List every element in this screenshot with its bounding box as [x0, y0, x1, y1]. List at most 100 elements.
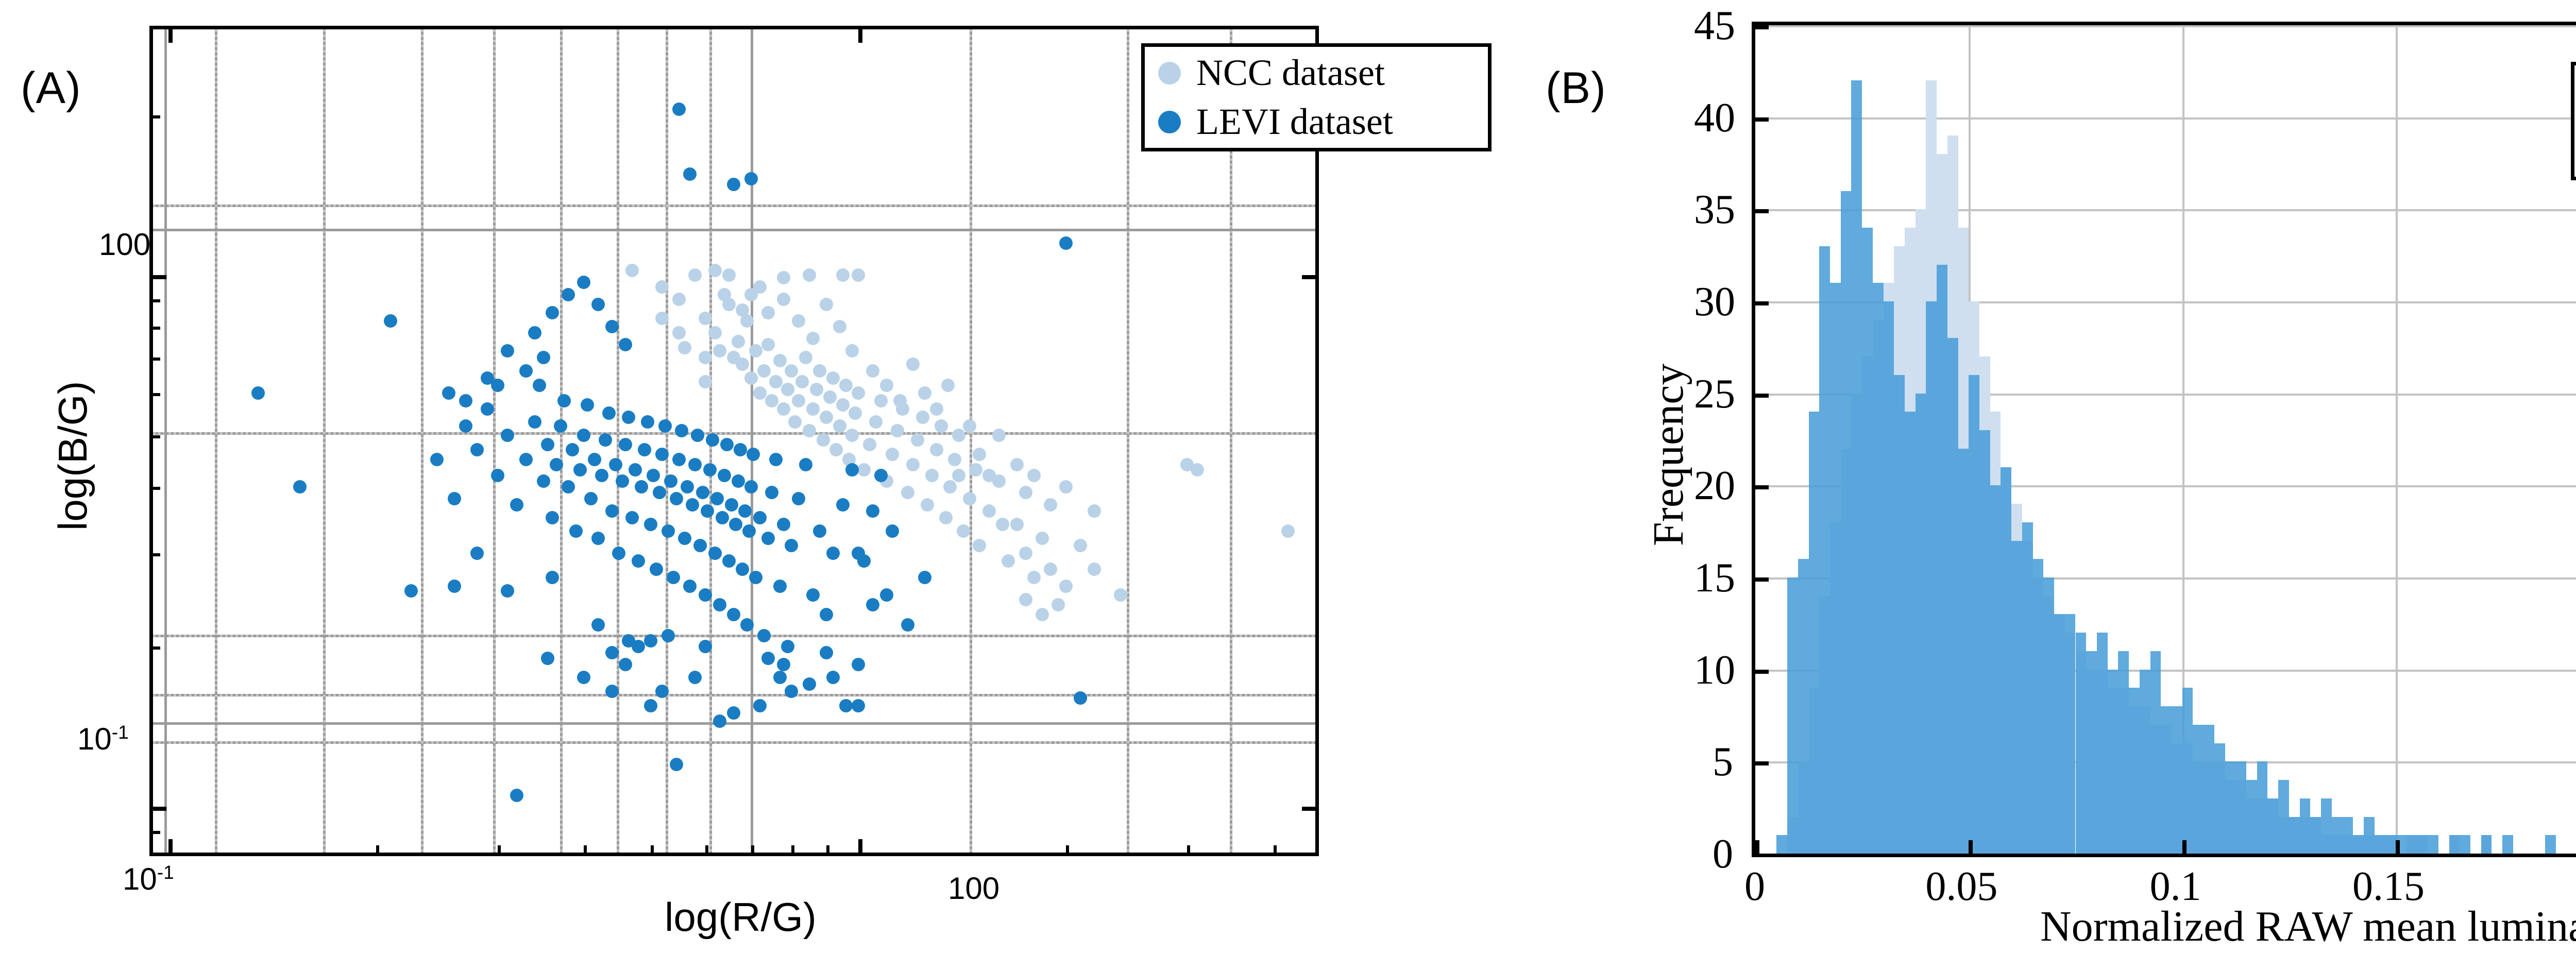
scatter-point	[839, 699, 853, 712]
axis-tick	[153, 275, 166, 280]
axis-tick	[1755, 854, 1769, 857]
histogram-bar	[1926, 301, 1937, 854]
scatter-point	[640, 415, 654, 429]
scatter-point	[930, 443, 944, 456]
axis-tick	[1755, 301, 1769, 305]
scatter-point	[685, 498, 699, 512]
axis-tick	[826, 845, 830, 853]
histogram-bar	[2118, 651, 2129, 854]
axis-tick	[153, 831, 160, 835]
scatter-point	[973, 539, 987, 553]
scatter-point	[1001, 554, 1015, 568]
scatter-point	[715, 510, 729, 524]
axis-tick	[1755, 485, 1769, 490]
scatter-point	[982, 504, 996, 518]
axis-tick	[153, 486, 160, 490]
panel-b-legend[interactable]: NCC Dataset LEVI Dataset	[2571, 62, 2576, 180]
scatter-point	[731, 335, 745, 349]
scatter-point	[532, 379, 546, 393]
histogram-bar	[1819, 246, 1830, 854]
histogram-bar	[1840, 191, 1852, 854]
grid-line-horizontal	[1755, 301, 2576, 303]
scatter-point	[706, 433, 719, 447]
axis-tick	[751, 845, 755, 853]
scatter-point	[1051, 598, 1065, 611]
panel-b-ytick-label: 5	[1713, 739, 1733, 785]
scatter-point	[833, 320, 846, 334]
scatter-point	[777, 402, 791, 416]
scatter-point	[591, 531, 605, 545]
scatter-point	[1190, 463, 1204, 477]
scatter-point	[851, 699, 865, 712]
scatter-point	[581, 398, 595, 412]
scatter-point	[1074, 539, 1088, 553]
scatter-point	[890, 423, 904, 437]
scatter-point	[749, 570, 762, 584]
panel-a-legend[interactable]: NCC dataset LEVI dataset	[1141, 43, 1492, 151]
scatter-point	[952, 468, 966, 482]
scatter-point	[703, 463, 717, 477]
scatter-point	[753, 386, 767, 400]
scatter-point	[459, 394, 473, 408]
scatter-point	[851, 546, 865, 560]
histogram-bar	[1990, 485, 2001, 854]
scatter-point	[708, 326, 722, 339]
scatter-point	[1019, 546, 1033, 560]
scatter-point	[698, 640, 712, 654]
grid-minor-v	[970, 29, 972, 853]
axis-tick	[168, 29, 173, 43]
axis-tick	[705, 845, 708, 853]
axis-tick	[153, 435, 160, 438]
scatter-point	[545, 570, 559, 584]
scatter-point	[448, 579, 462, 593]
scatter-point	[736, 303, 750, 317]
scatter-point	[1043, 562, 1057, 576]
axis-tick	[1187, 845, 1191, 853]
scatter-point	[777, 517, 791, 531]
histogram-bar	[2502, 835, 2513, 854]
scatter-point	[784, 539, 798, 553]
scatter-point	[688, 458, 702, 472]
histogram-bar	[2267, 798, 2279, 854]
histogram-bar	[2011, 540, 2022, 854]
scatter-point	[628, 463, 642, 477]
histogram-bar	[1947, 338, 1958, 854]
scatter-point	[806, 402, 820, 416]
scatter-point	[1019, 593, 1033, 607]
scatter-point	[885, 524, 899, 538]
scatter-point	[672, 103, 686, 116]
scatter-point	[615, 474, 629, 488]
histogram-bar	[2331, 816, 2343, 854]
scatter-point	[765, 486, 779, 500]
scatter-point	[708, 546, 722, 560]
scatter-point	[740, 618, 754, 632]
scatter-point	[826, 546, 840, 560]
histogram-bar	[2225, 761, 2236, 854]
axis-tick	[583, 845, 587, 853]
grid-line-vertical	[2182, 25, 2184, 854]
scatter-point	[634, 480, 648, 493]
scatter-point	[1059, 236, 1073, 250]
grid-major-h-1e0	[153, 229, 1315, 231]
scatter-point	[510, 789, 524, 803]
scatter-point	[727, 607, 741, 621]
scatter-point	[757, 364, 771, 378]
scatter-point	[577, 275, 590, 289]
scatter-point	[1036, 607, 1049, 621]
histogram-bar	[2107, 669, 2119, 854]
scatter-point	[688, 671, 702, 685]
scatter-point	[655, 280, 669, 294]
scatter-point	[490, 468, 504, 482]
scatter-point	[470, 546, 484, 560]
scatter-point	[459, 419, 473, 433]
axis-tick	[1755, 761, 1769, 766]
scatter-point	[773, 579, 787, 593]
axis-tick	[153, 357, 160, 361]
axis-tick	[1273, 845, 1277, 853]
axis-tick	[1065, 845, 1069, 853]
grid-minor-h	[153, 741, 1315, 744]
scatter-point	[792, 491, 806, 505]
scatter-point	[874, 394, 888, 408]
axis-tick	[376, 845, 379, 853]
scatter-point	[553, 419, 567, 433]
